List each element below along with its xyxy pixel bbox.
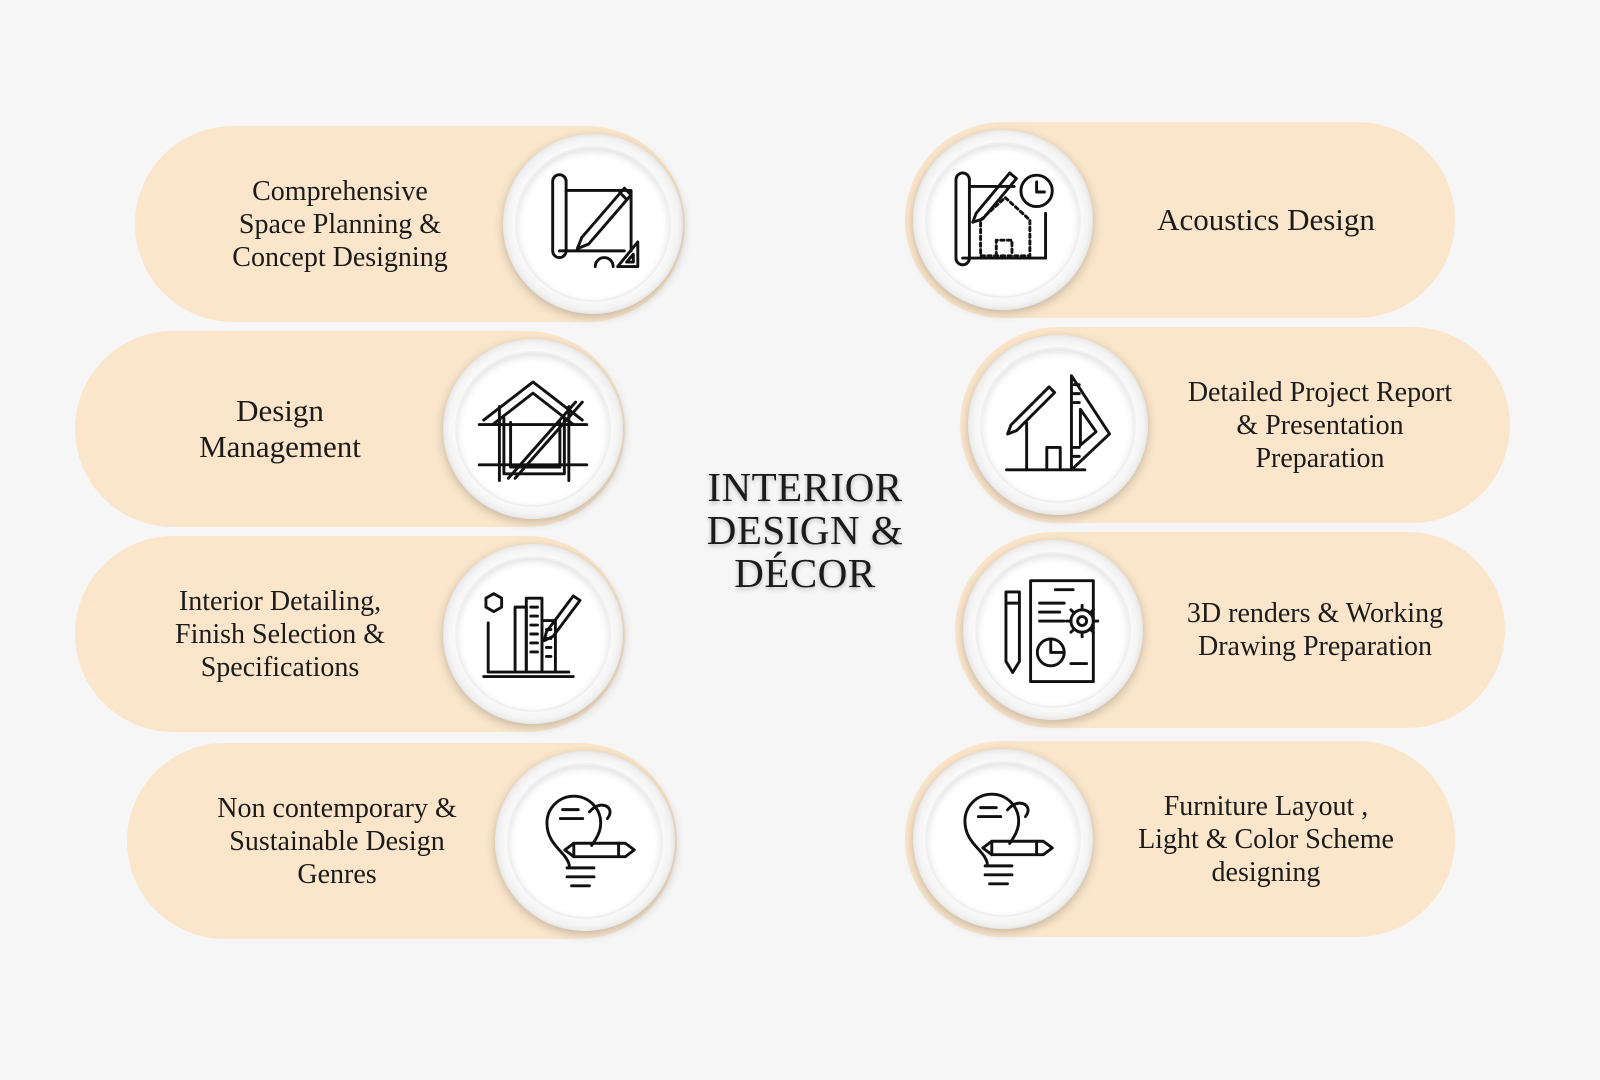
- service-label: Interior Detailing, Finish Selection & S…: [175, 585, 385, 683]
- icon-ring: [913, 749, 1093, 929]
- icon-ring: [913, 130, 1093, 310]
- icon-ring: [443, 339, 623, 519]
- icon-ring: [968, 335, 1148, 515]
- service-card-sustainable-design: Non contemporary & Sustainable Design Ge…: [127, 743, 677, 939]
- service-label: Non contemporary & Sustainable Design Ge…: [217, 792, 457, 890]
- icon-ring: [963, 540, 1143, 720]
- city-design-icon: [482, 592, 582, 679]
- service-label: Detailed Project Report & Presentation P…: [1187, 376, 1453, 474]
- service-card-acoustics: Acoustics Design: [905, 122, 1455, 318]
- service-card-design-management: Design Management: [75, 331, 625, 527]
- icon-ring: [443, 544, 623, 724]
- service-label: 3D renders & Working Drawing Preparation: [1186, 598, 1444, 662]
- house-sketch-icon: [477, 380, 589, 482]
- service-label: Comprehensive Space Planning & Concept D…: [232, 175, 448, 273]
- service-card-space-planning: Comprehensive Space Planning & Concept D…: [135, 126, 685, 322]
- service-label: Design Management: [199, 393, 361, 464]
- service-card-interior-detailing: Interior Detailing, Finish Selection & S…: [75, 536, 625, 732]
- lightbulb-pencil-icon: [963, 792, 1054, 886]
- service-card-3d-renders: 3D renders & Working Drawing Preparation: [955, 532, 1505, 728]
- service-card-project-report: Detailed Project Report & Presentation P…: [960, 327, 1510, 523]
- service-label: Acoustics Design: [1157, 202, 1375, 237]
- document-gear-icon: [1004, 579, 1100, 683]
- lightbulb-pencil-icon: [545, 794, 636, 888]
- house-plan-clock-icon: [954, 171, 1054, 267]
- service-label: Furniture Layout , Light & Color Scheme …: [1138, 790, 1394, 888]
- icon-ring: [503, 134, 683, 314]
- service-card-furniture-layout: Furniture Layout , Light & Color Scheme …: [905, 741, 1455, 937]
- main-title: INTERIOR DESIGN & DÉCOR: [706, 464, 904, 596]
- blueprint-pencil-icon: [551, 173, 640, 269]
- house-ruler-icon: [1005, 374, 1111, 472]
- icon-ring: [495, 751, 675, 931]
